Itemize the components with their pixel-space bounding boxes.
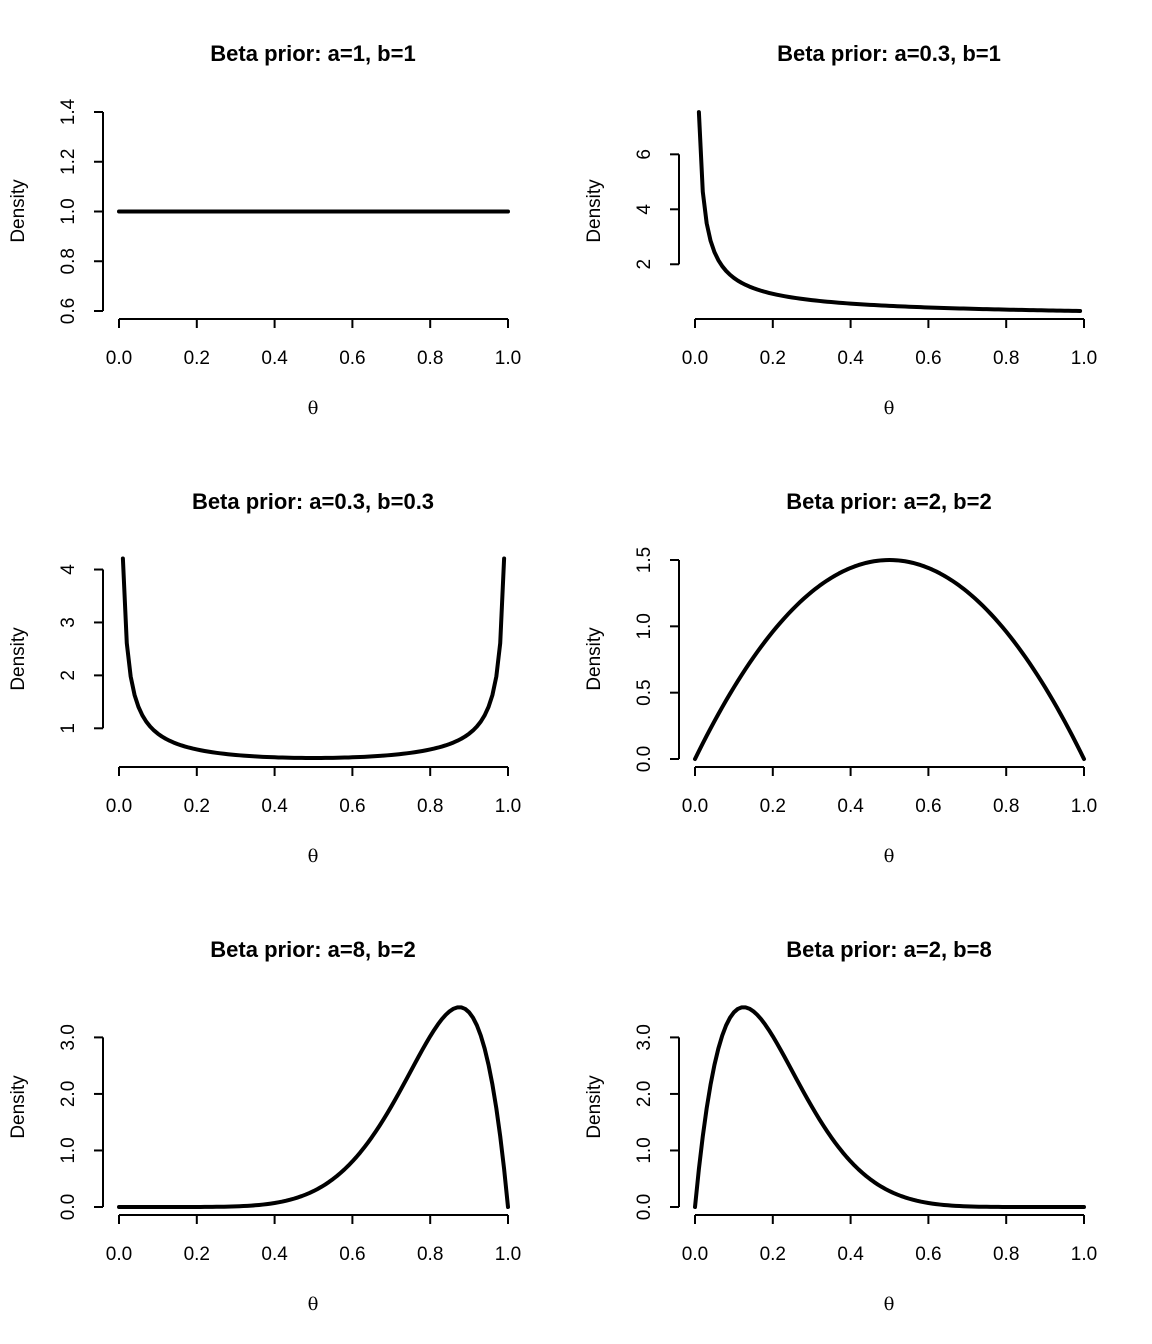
y-tick-label: 2.0 [634,1081,655,1107]
x-tick-label: 0.8 [417,348,443,369]
x-tick-label: 0.6 [339,348,365,369]
chart-title: Beta prior: a=2, b=2 [786,489,991,514]
y-tick-label: 1.0 [58,198,79,224]
x-tick-label: 0.2 [184,348,210,369]
y-tick-label: 1.0 [634,613,655,639]
panel-4: Beta prior: a=2, b=2 0.0 0.2 0.4 0.6 0.8 1.0 θ 0… [584,489,1097,867]
x-tick-label: 0.8 [417,796,443,817]
chart-title: Beta prior: a=1, b=1 [210,41,415,66]
y-axis-label: Density [584,179,605,243]
y-tick-label: 1.0 [634,1137,655,1163]
y-tick-label: 1.4 [58,98,79,125]
y-tick-label: 2.0 [58,1081,79,1107]
x-tick-label: 1.0 [495,348,521,369]
x-tick-label: 0.8 [993,1244,1019,1265]
density-curve [117,1005,510,1209]
x-tick-label: 0.4 [837,796,864,817]
x-tick-label: 0.0 [106,1244,132,1265]
x-tick-label: 0.6 [339,796,365,817]
y-tick-label: 6 [634,149,655,160]
x-tick-label: 0.6 [915,1244,941,1265]
y-tick-label: 4 [634,204,655,215]
y-tick-label: 0.5 [634,679,655,705]
y-tick-label: 3 [58,617,79,628]
y-tick-label: 1 [58,723,79,734]
chart-title: Beta prior: a=8, b=2 [210,937,415,962]
x-tick-label: 0.4 [837,348,864,369]
x-tick-label: 0.2 [184,1244,210,1265]
x-tick-label: 0.0 [106,796,132,817]
y-axis-label: Density [584,1075,605,1139]
y-tick-label: 3.0 [634,1024,655,1050]
y-axis-label: Density [8,627,29,691]
x-tick-label: 1.0 [1071,796,1097,817]
panel-1: Beta prior: a=1, b=1 0.0 0.2 0.4 0.6 0.8 1.0 θ 0… [8,41,521,419]
x-axis-label: θ [308,1294,319,1315]
x-tick-label: 0.4 [837,1244,864,1265]
density-curve [693,558,1086,761]
x-tick-label: 0.4 [261,1244,288,1265]
panel-6: Beta prior: a=2, b=8 0.0 0.2 0.4 0.6 0.8 1.0 θ 0… [584,937,1097,1315]
y-tick-label: 1.0 [58,1137,79,1163]
x-tick-label: 1.0 [1071,1244,1097,1265]
x-axis-label: θ [308,846,319,867]
x-tick-label: 0.2 [760,796,786,817]
x-tick-label: 0.2 [184,796,210,817]
y-tick-label: 4 [58,564,79,575]
y-tick-label: 3.0 [58,1024,79,1050]
y-tick-label: 2 [634,259,655,270]
x-tick-label: 0.0 [682,348,708,369]
y-axis-label: Density [8,1075,29,1139]
panel-2: Beta prior: a=0.3, b=1 0.0 0.2 0.4 0.6 0.8 1.0… [584,41,1097,419]
x-tick-label: 0.8 [993,796,1019,817]
x-axis-label: θ [884,1294,895,1315]
x-tick-label: 0.6 [915,348,941,369]
x-tick-label: 0.6 [915,796,941,817]
density-curve [693,1005,1086,1209]
y-tick-label: 0.6 [58,298,79,324]
chart-title: Beta prior: a=2, b=8 [786,937,991,962]
x-tick-label: 0.0 [106,348,132,369]
x-tick-label: 0.4 [261,796,288,817]
x-tick-label: 0.0 [682,1244,708,1265]
x-tick-label: 1.0 [1071,348,1097,369]
density-curve [696,110,1083,313]
panel-5: Beta prior: a=8, b=2 0.0 0.2 0.4 0.6 0.8 1.0 θ 0… [8,937,521,1315]
y-tick-label: 0.0 [58,1194,79,1220]
y-tick-label: 2 [58,670,79,681]
x-tick-label: 0.8 [417,1244,443,1265]
x-tick-label: 1.0 [495,1244,521,1265]
chart-title: Beta prior: a=0.3, b=0.3 [192,489,434,514]
y-tick-label: 0.8 [58,248,79,274]
x-tick-label: 0.4 [261,348,288,369]
x-tick-label: 0.8 [993,348,1019,369]
y-tick-label: 0.0 [634,1194,655,1220]
density-curve [120,556,507,760]
y-tick-label: 0.0 [634,746,655,772]
x-tick-label: 0.6 [339,1244,365,1265]
x-tick-label: 0.2 [760,348,786,369]
x-tick-label: 1.0 [495,796,521,817]
chart-title: Beta prior: a=0.3, b=1 [777,41,1001,66]
y-axis-label: Density [584,627,605,691]
x-axis-label: θ [884,846,895,867]
panel-3: Beta prior: a=0.3, b=0.3 0.0 0.2 0.4 0.6 0.8 1… [8,489,521,867]
x-axis-label: θ [884,398,895,419]
x-tick-label: 0.0 [682,796,708,817]
x-tick-label: 0.2 [760,1244,786,1265]
x-axis-label: θ [308,398,319,419]
y-tick-label: 1.5 [634,547,655,573]
y-axis-label: Density [8,179,29,243]
y-tick-label: 1.2 [58,149,79,175]
